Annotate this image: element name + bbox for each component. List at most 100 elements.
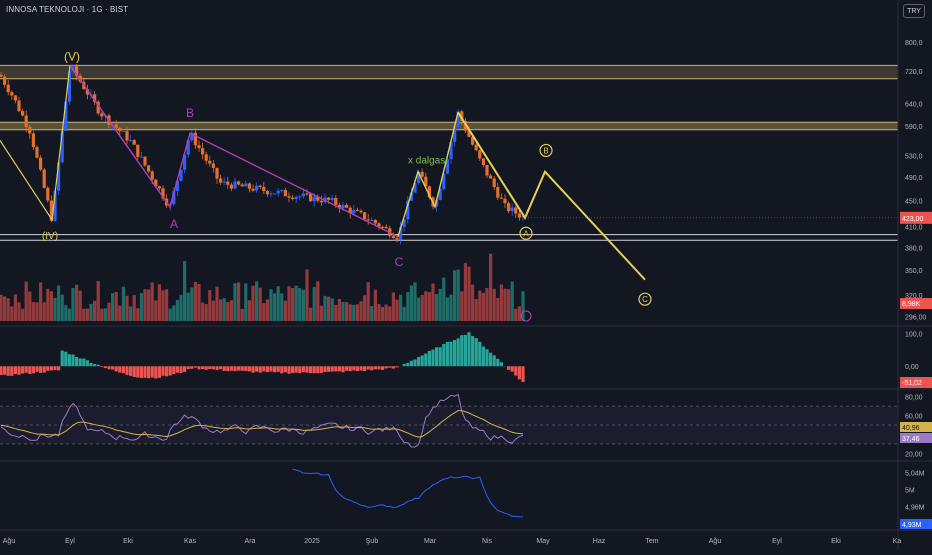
candle	[118, 128, 121, 131]
momentum-bar	[460, 335, 463, 366]
momentum-bar	[449, 342, 452, 367]
volume-bar	[68, 309, 71, 321]
volume-bar	[129, 306, 132, 321]
momentum-bar	[439, 347, 442, 366]
volume-bar	[345, 302, 348, 321]
volume-bar	[0, 295, 3, 321]
rsi-axis-tick: 20,00	[905, 451, 923, 458]
momentum-bar	[183, 366, 186, 372]
volume-bar	[464, 263, 467, 321]
momentum-bar	[446, 342, 449, 366]
volume-bar	[190, 287, 193, 321]
momentum-bar	[471, 336, 474, 366]
candle	[237, 181, 240, 184]
volume-bar	[255, 281, 258, 321]
candle	[230, 185, 233, 189]
volume-bar	[219, 299, 222, 321]
momentum-bar	[111, 366, 114, 369]
volume-bar	[349, 304, 352, 321]
volume-bar	[413, 282, 416, 321]
volume-bar	[89, 304, 92, 321]
volume-bar	[107, 303, 110, 321]
momentum-bar	[385, 366, 388, 368]
volume-bar	[442, 278, 445, 321]
resistance-zone	[0, 65, 898, 78]
price-axis-tick: 380,0	[905, 245, 923, 252]
volume-bar	[453, 270, 456, 321]
candle	[21, 111, 24, 115]
candle	[223, 182, 226, 183]
candle	[147, 165, 150, 171]
candle	[262, 187, 265, 191]
momentum-bar	[298, 366, 301, 373]
momentum-bar	[140, 366, 143, 378]
last-price-label: 423,00	[902, 216, 924, 223]
momentum-bar	[97, 365, 100, 367]
volume-bar	[385, 304, 388, 321]
volume-bar	[521, 291, 524, 321]
volume-bar	[115, 292, 118, 321]
volume-bar	[446, 297, 449, 321]
price-axis-tick: 296,00	[905, 314, 927, 321]
momentum-bar	[313, 366, 316, 373]
momentum-bar	[244, 366, 247, 371]
momentum-bar	[165, 366, 168, 376]
momentum-bar	[21, 366, 24, 373]
volume-bar	[251, 286, 254, 321]
momentum-bar	[169, 366, 172, 375]
volume-bar	[334, 305, 337, 321]
momentum-last-label: -51,02	[902, 380, 922, 387]
volume-bar	[111, 293, 114, 321]
volume-bar	[503, 289, 506, 321]
time-axis-label: Eki	[123, 538, 133, 545]
volume-bar	[381, 307, 384, 321]
volume-bar	[194, 282, 197, 321]
candle	[201, 148, 204, 154]
volume-bar	[7, 298, 10, 321]
momentum-bar	[435, 347, 438, 366]
momentum-bar	[248, 366, 251, 371]
momentum-bar	[107, 366, 110, 369]
candle	[3, 77, 6, 85]
volume-bar	[187, 293, 190, 321]
momentum-bar	[417, 357, 420, 366]
volume-bar	[280, 293, 283, 321]
volume-bar	[165, 289, 168, 321]
momentum-bar	[133, 366, 136, 377]
candle	[500, 198, 503, 199]
volume-bar	[478, 291, 481, 321]
candle	[100, 113, 103, 116]
time-axis-label: Eyl	[772, 538, 782, 545]
volume-bar	[507, 289, 510, 321]
volume-bar	[93, 301, 96, 321]
momentum-bar	[259, 366, 262, 372]
momentum-bar	[277, 366, 280, 372]
candle	[35, 147, 38, 158]
momentum-bar	[500, 362, 503, 366]
candle	[133, 140, 136, 145]
candle	[17, 100, 20, 111]
currency-button[interactable]: TRY	[903, 4, 925, 18]
momentum-bar	[381, 366, 384, 370]
momentum-bar	[43, 366, 46, 372]
volume-bar	[100, 309, 103, 321]
volume-bar	[482, 293, 485, 321]
momentum-bar	[273, 366, 276, 372]
momentum-bar	[341, 366, 344, 372]
candle	[269, 194, 272, 195]
candle	[197, 145, 200, 148]
candle	[395, 238, 398, 239]
candle	[233, 181, 236, 188]
volume-bar	[367, 282, 370, 321]
candle	[158, 186, 161, 188]
volume-bar	[395, 300, 398, 321]
candle	[345, 205, 348, 208]
volume-bar	[143, 289, 146, 321]
volume-bar	[14, 294, 17, 321]
momentum-bar	[201, 366, 204, 369]
volume-bar	[172, 305, 175, 321]
volume-bar	[230, 300, 233, 321]
momentum-bar	[197, 366, 200, 369]
